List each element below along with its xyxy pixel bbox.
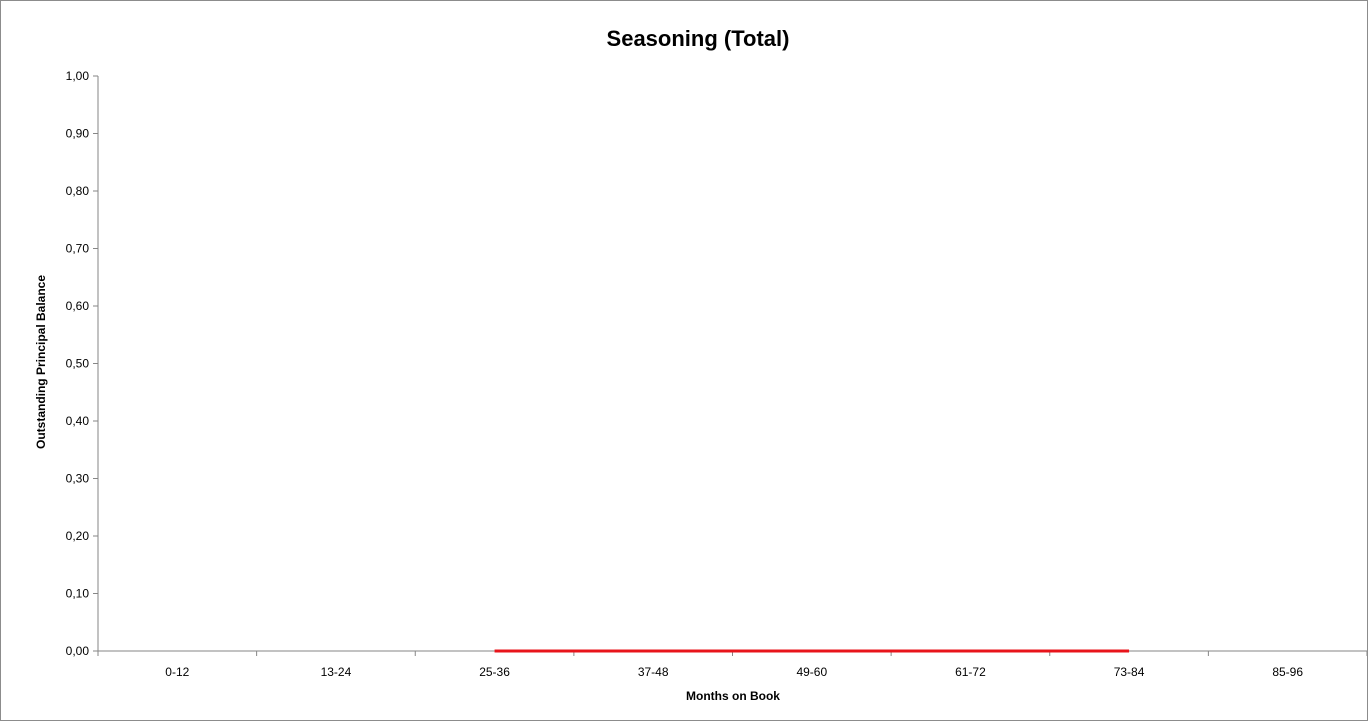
x-tick-label: 13-24 <box>321 665 352 679</box>
y-axis: 0,00 0,10 0,20 0,30 0,40 0,50 0,60 0,70 0,80 0,90… <box>66 69 99 658</box>
x-tick-label: 85-96 <box>1272 665 1303 679</box>
x-tick-label: 0-12 <box>165 665 189 679</box>
x-tick-label: 49-60 <box>796 665 827 679</box>
x-tick-label: 25-36 <box>479 665 510 679</box>
y-tick-label: 1,00 <box>66 69 90 83</box>
x-tick-label: 37-48 <box>638 665 669 679</box>
y-tick-label: 0,80 <box>66 184 90 198</box>
x-tick-label: 61-72 <box>955 665 986 679</box>
chart-title: Seasoning (Total) <box>607 26 790 51</box>
y-tick-label: 0,00 <box>66 644 90 658</box>
y-tick-label: 0,10 <box>66 587 90 601</box>
y-tick-label: 0,60 <box>66 299 90 313</box>
x-axis-title: Months on Book <box>686 689 780 703</box>
y-tick-label: 0,30 <box>66 472 90 486</box>
x-axis: 0-12 13-24 25-36 37-48 49-60 61-72 73-84 85-96 <box>97 650 1367 679</box>
y-axis-title: Outstanding Principal Balance <box>34 275 48 449</box>
x-tick-label: 73-84 <box>1114 665 1145 679</box>
y-tick-label: 0,90 <box>66 127 90 141</box>
y-tick-label: 0,70 <box>66 242 90 256</box>
y-tick-label: 0,20 <box>66 529 90 543</box>
y-tick-label: 0,50 <box>66 357 90 371</box>
y-tick-label: 0,40 <box>66 414 90 428</box>
